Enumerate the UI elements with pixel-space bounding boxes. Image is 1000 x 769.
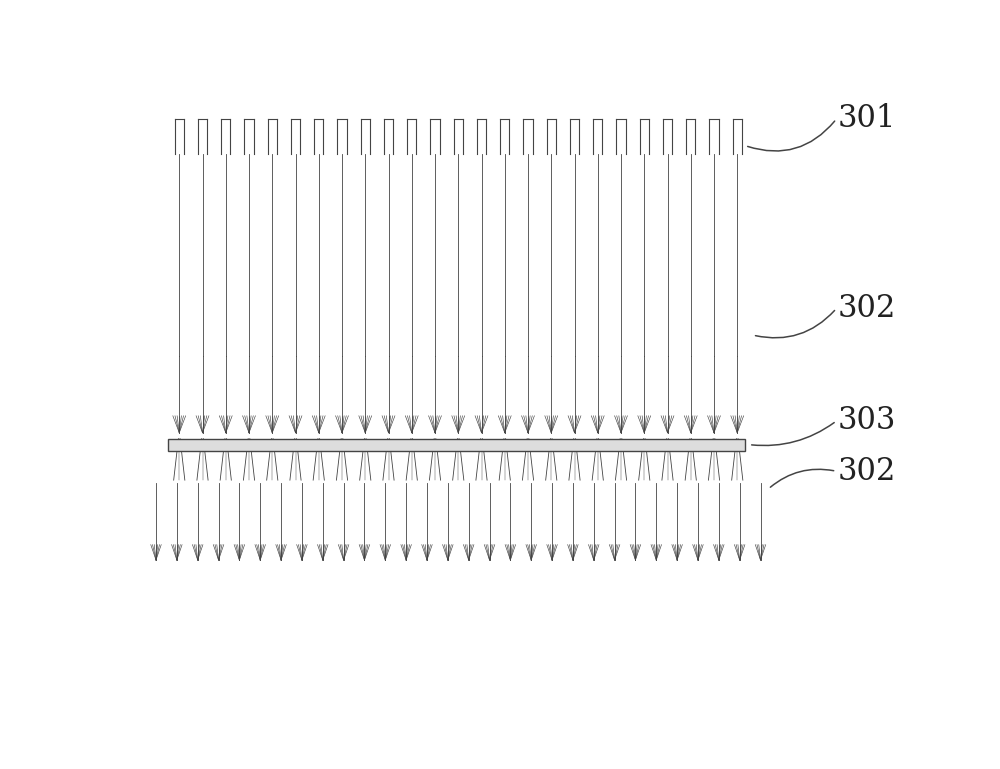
Text: 303: 303 [838,405,896,437]
Bar [168,438,745,451]
Text: 301: 301 [838,103,896,135]
Text: 302: 302 [838,293,896,324]
Text: 302: 302 [838,456,896,487]
